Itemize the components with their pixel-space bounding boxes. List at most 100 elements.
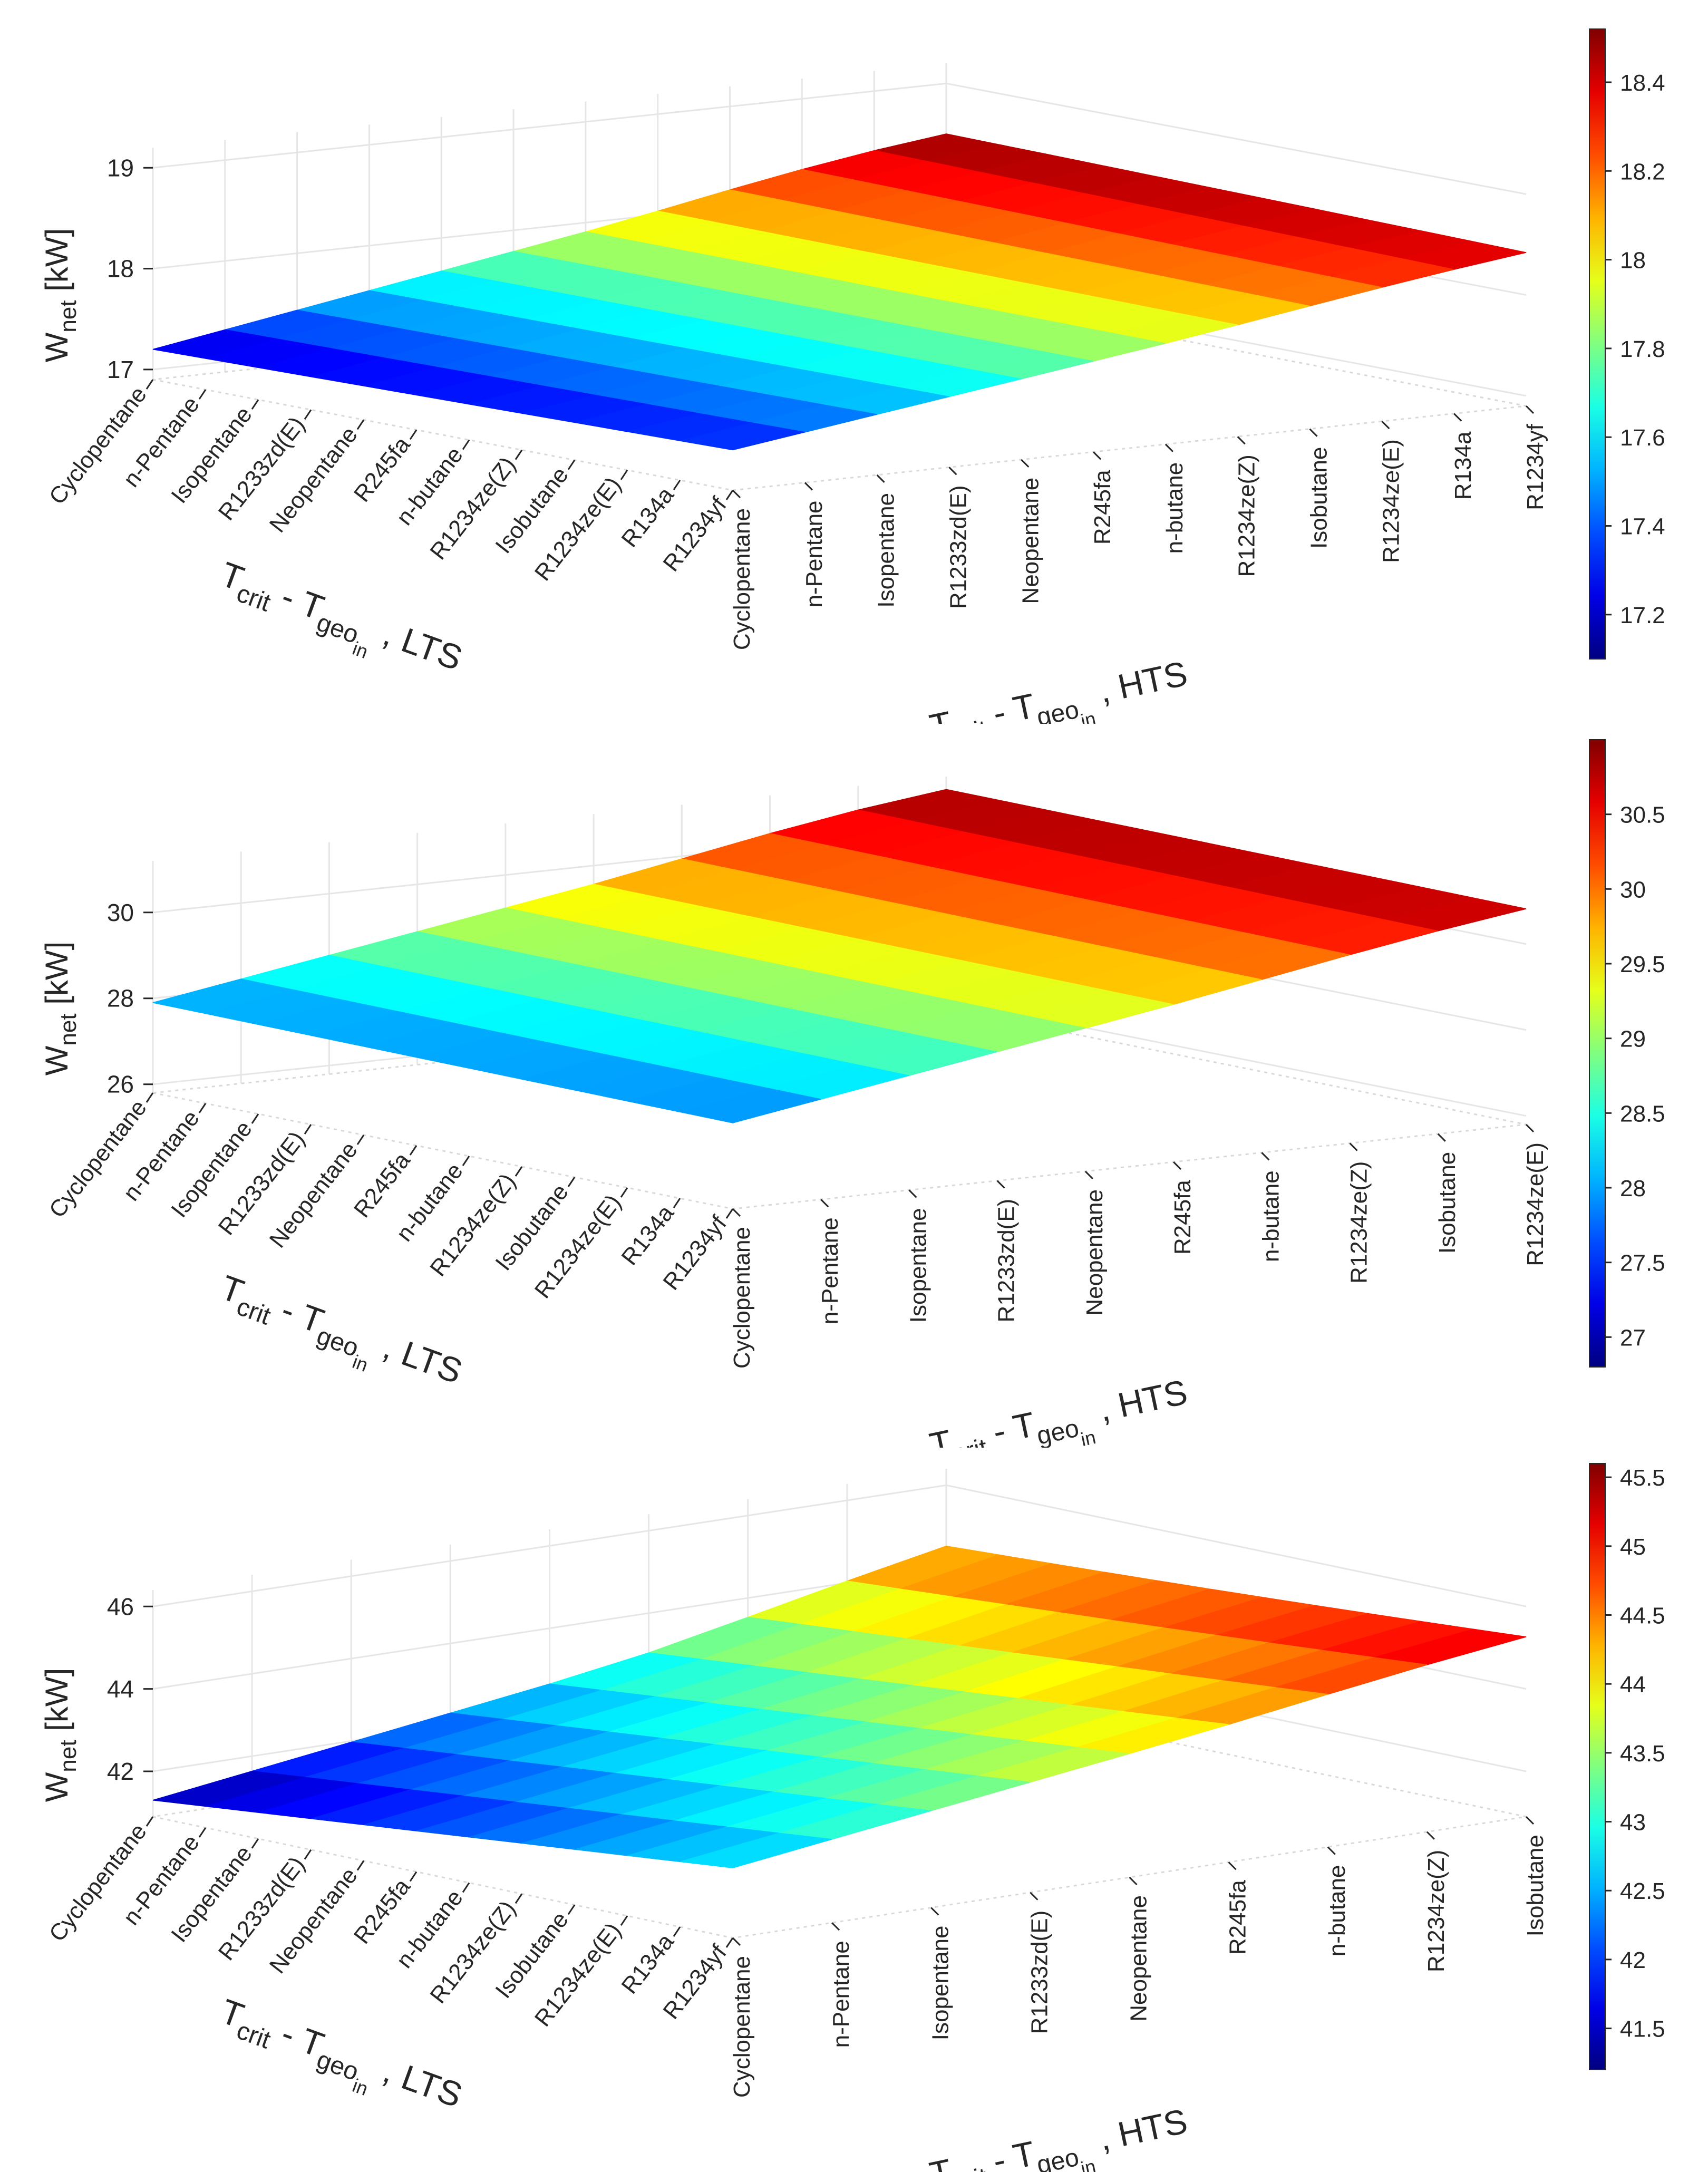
lts-tick-label: R245fa xyxy=(349,1874,415,1948)
hts-tick-8 xyxy=(1437,1133,1446,1142)
hts-tick-1 xyxy=(804,482,813,491)
colorbar: 41.5 42 42.5 43 43.5 44 44.5 45 45.5 xyxy=(1589,1463,1665,2070)
colorbar-tick-label: 45 xyxy=(1620,1534,1646,1560)
hts-tick-label: Isopentane xyxy=(927,1926,953,2041)
hts-tick-label: Neopentane xyxy=(1017,478,1043,604)
hts-tick-10 xyxy=(1453,413,1462,422)
hts-tick-label: n-butane xyxy=(1258,1170,1284,1262)
hts-tick-label: n-Pentane xyxy=(801,500,827,607)
lts-tick-1 xyxy=(198,389,207,400)
colorbar: 17.2 17.4 17.6 17.8 18 18.2 18.4 xyxy=(1589,28,1665,660)
hts-tick-label: R245fa xyxy=(1090,470,1115,545)
panel-3: 42 44 46 Wnet [kW] Cyclopentane n-Pentane Isop… xyxy=(0,1448,1708,2172)
lts-tick-label: R245fa xyxy=(349,1148,415,1223)
lts-tick-10 xyxy=(673,1198,681,1208)
hts-tick-label: R1234yf xyxy=(1522,423,1548,510)
lts-tick-label: R134a xyxy=(616,1929,679,1999)
lts-tick-5 xyxy=(409,1871,418,1882)
lts-tick-9 xyxy=(620,1187,628,1198)
lts-axis-label: Tcrit - Tgeoin , LTS xyxy=(210,554,468,693)
lts-tick-10 xyxy=(673,1926,681,1937)
surface-patch-10-0 xyxy=(680,1088,821,1123)
z-axis: 17 18 19 Wnet [kW] xyxy=(39,154,153,383)
panel-1: 17 18 19 Wnet [kW] Cyclopentane n-Pentane Isop… xyxy=(0,0,1708,724)
hts-tick-5 xyxy=(1173,1161,1182,1170)
surface xyxy=(152,1545,1527,1868)
colorbar-tick-label: 43 xyxy=(1620,1810,1646,1836)
hts-tick-label: R1233zd(E) xyxy=(994,1199,1020,1323)
hts-tick-label: R1234ze(Z) xyxy=(1234,454,1260,577)
colorbar-tick-label: 27.5 xyxy=(1620,1250,1665,1276)
hts-tick-7 xyxy=(1426,1831,1435,1840)
hts-tick-9 xyxy=(1525,1123,1535,1133)
lts-tick-4 xyxy=(356,419,365,430)
lts-tick-2 xyxy=(251,1113,259,1124)
hts-tick-label: Isobutane xyxy=(1306,447,1332,549)
lts-tick-11 xyxy=(725,1937,734,1948)
hts-tick-7 xyxy=(1237,436,1246,445)
hts-tick-label: n-Pentane xyxy=(828,1941,854,2048)
hts-tick-label: n-butane xyxy=(1162,462,1188,554)
hts-tick-label: R1234ze(E) xyxy=(1378,439,1404,563)
z-tick-label: 46 xyxy=(107,1593,134,1620)
colorbar-gradient xyxy=(1589,28,1606,660)
colorbar-tick-label: 30 xyxy=(1620,877,1646,903)
hts-tick-6 xyxy=(1164,443,1173,452)
colorbar-tick-label: 17.6 xyxy=(1620,425,1665,451)
hts-tick-label: n-butane xyxy=(1324,1865,1350,1957)
surface-chart-3: 42 44 46 Wnet [kW] Cyclopentane n-Pentane Isop… xyxy=(39,1463,1665,2172)
hts-tick-label: Cyclopentane xyxy=(729,1227,755,1369)
lts-axis-label: Tcrit - Tgeoin , LTS xyxy=(210,1991,468,2130)
surface xyxy=(152,789,1527,1123)
lts-tick-11 xyxy=(725,1208,734,1219)
hts-tick-2 xyxy=(930,1907,939,1916)
hts-tick-0 xyxy=(732,1937,741,1946)
z-tick-label: 42 xyxy=(107,1758,134,1785)
lts-tick-label: R134a xyxy=(616,1200,679,1271)
lts-tick-6 xyxy=(462,439,470,450)
hts-tick-label: R1234ze(Z) xyxy=(1346,1161,1372,1284)
lts-tick-2 xyxy=(251,1838,259,1849)
hts-tick-8 xyxy=(1309,428,1318,437)
hts-axis: Cyclopentane n-Pentane Isopentane R1233zd(E… xyxy=(729,405,1548,724)
surface-patch-10-0 xyxy=(680,422,805,451)
lts-tick-8 xyxy=(567,1904,576,1915)
surface xyxy=(152,133,1527,451)
colorbar-tick-label: 29.5 xyxy=(1620,952,1665,977)
lts-tick-3 xyxy=(304,409,312,420)
z-tick-label: 28 xyxy=(107,985,134,1012)
lts-tick-2 xyxy=(251,399,259,410)
hts-tick-1 xyxy=(820,1199,829,1208)
lts-tick-5 xyxy=(409,1145,418,1156)
lts-tick-8 xyxy=(567,1177,576,1187)
hts-tick-4 xyxy=(1129,1876,1138,1886)
colorbar: 27 27.5 28 28.5 29 29.5 30 30.5 xyxy=(1589,739,1665,1368)
z-axis: 26 28 30 Wnet [kW] xyxy=(39,899,153,1098)
z-axis: 42 44 46 Wnet [kW] xyxy=(39,1593,153,1802)
colorbar-gradient xyxy=(1589,1463,1606,2070)
surface-chart-2: 26 28 30 Wnet [kW] Cyclopentane n-Pentane Isop… xyxy=(39,739,1665,1448)
z-axis-label: Wnet [kW] xyxy=(39,942,81,1075)
lts-tick-0 xyxy=(145,379,154,390)
colorbar-gradient xyxy=(1589,739,1606,1368)
z-tick-label: 44 xyxy=(107,1675,134,1703)
colorbar-tick-label: 42 xyxy=(1620,1947,1646,1973)
hts-axis-label: Tcrit - Tgeoin , HTS xyxy=(926,2101,1194,2172)
lts-tick-9 xyxy=(620,1915,628,1926)
surface-chart-1: 17 18 19 Wnet [kW] Cyclopentane n-Pentane Isop… xyxy=(39,28,1665,724)
hts-tick-4 xyxy=(1021,459,1030,468)
colorbar-tick-label: 42.5 xyxy=(1620,1878,1665,1904)
colorbar-tick-label: 28.5 xyxy=(1620,1101,1665,1127)
hts-tick-2 xyxy=(876,474,885,483)
hts-tick-3 xyxy=(996,1180,1005,1189)
hts-tick-label: Isobutane xyxy=(1434,1152,1460,1254)
hts-tick-0 xyxy=(732,1208,741,1217)
hts-tick-4 xyxy=(1084,1170,1093,1179)
lts-tick-1 xyxy=(198,1103,207,1113)
colorbar-tick-label: 44.5 xyxy=(1620,1603,1665,1629)
lts-tick-4 xyxy=(356,1135,365,1145)
hts-tick-label: R1233zd(E) xyxy=(1026,1911,1052,2034)
z-tick-label: 18 xyxy=(107,255,134,283)
hts-tick-7 xyxy=(1349,1142,1358,1151)
hts-tick-label: Isobutane xyxy=(1522,1835,1548,1936)
